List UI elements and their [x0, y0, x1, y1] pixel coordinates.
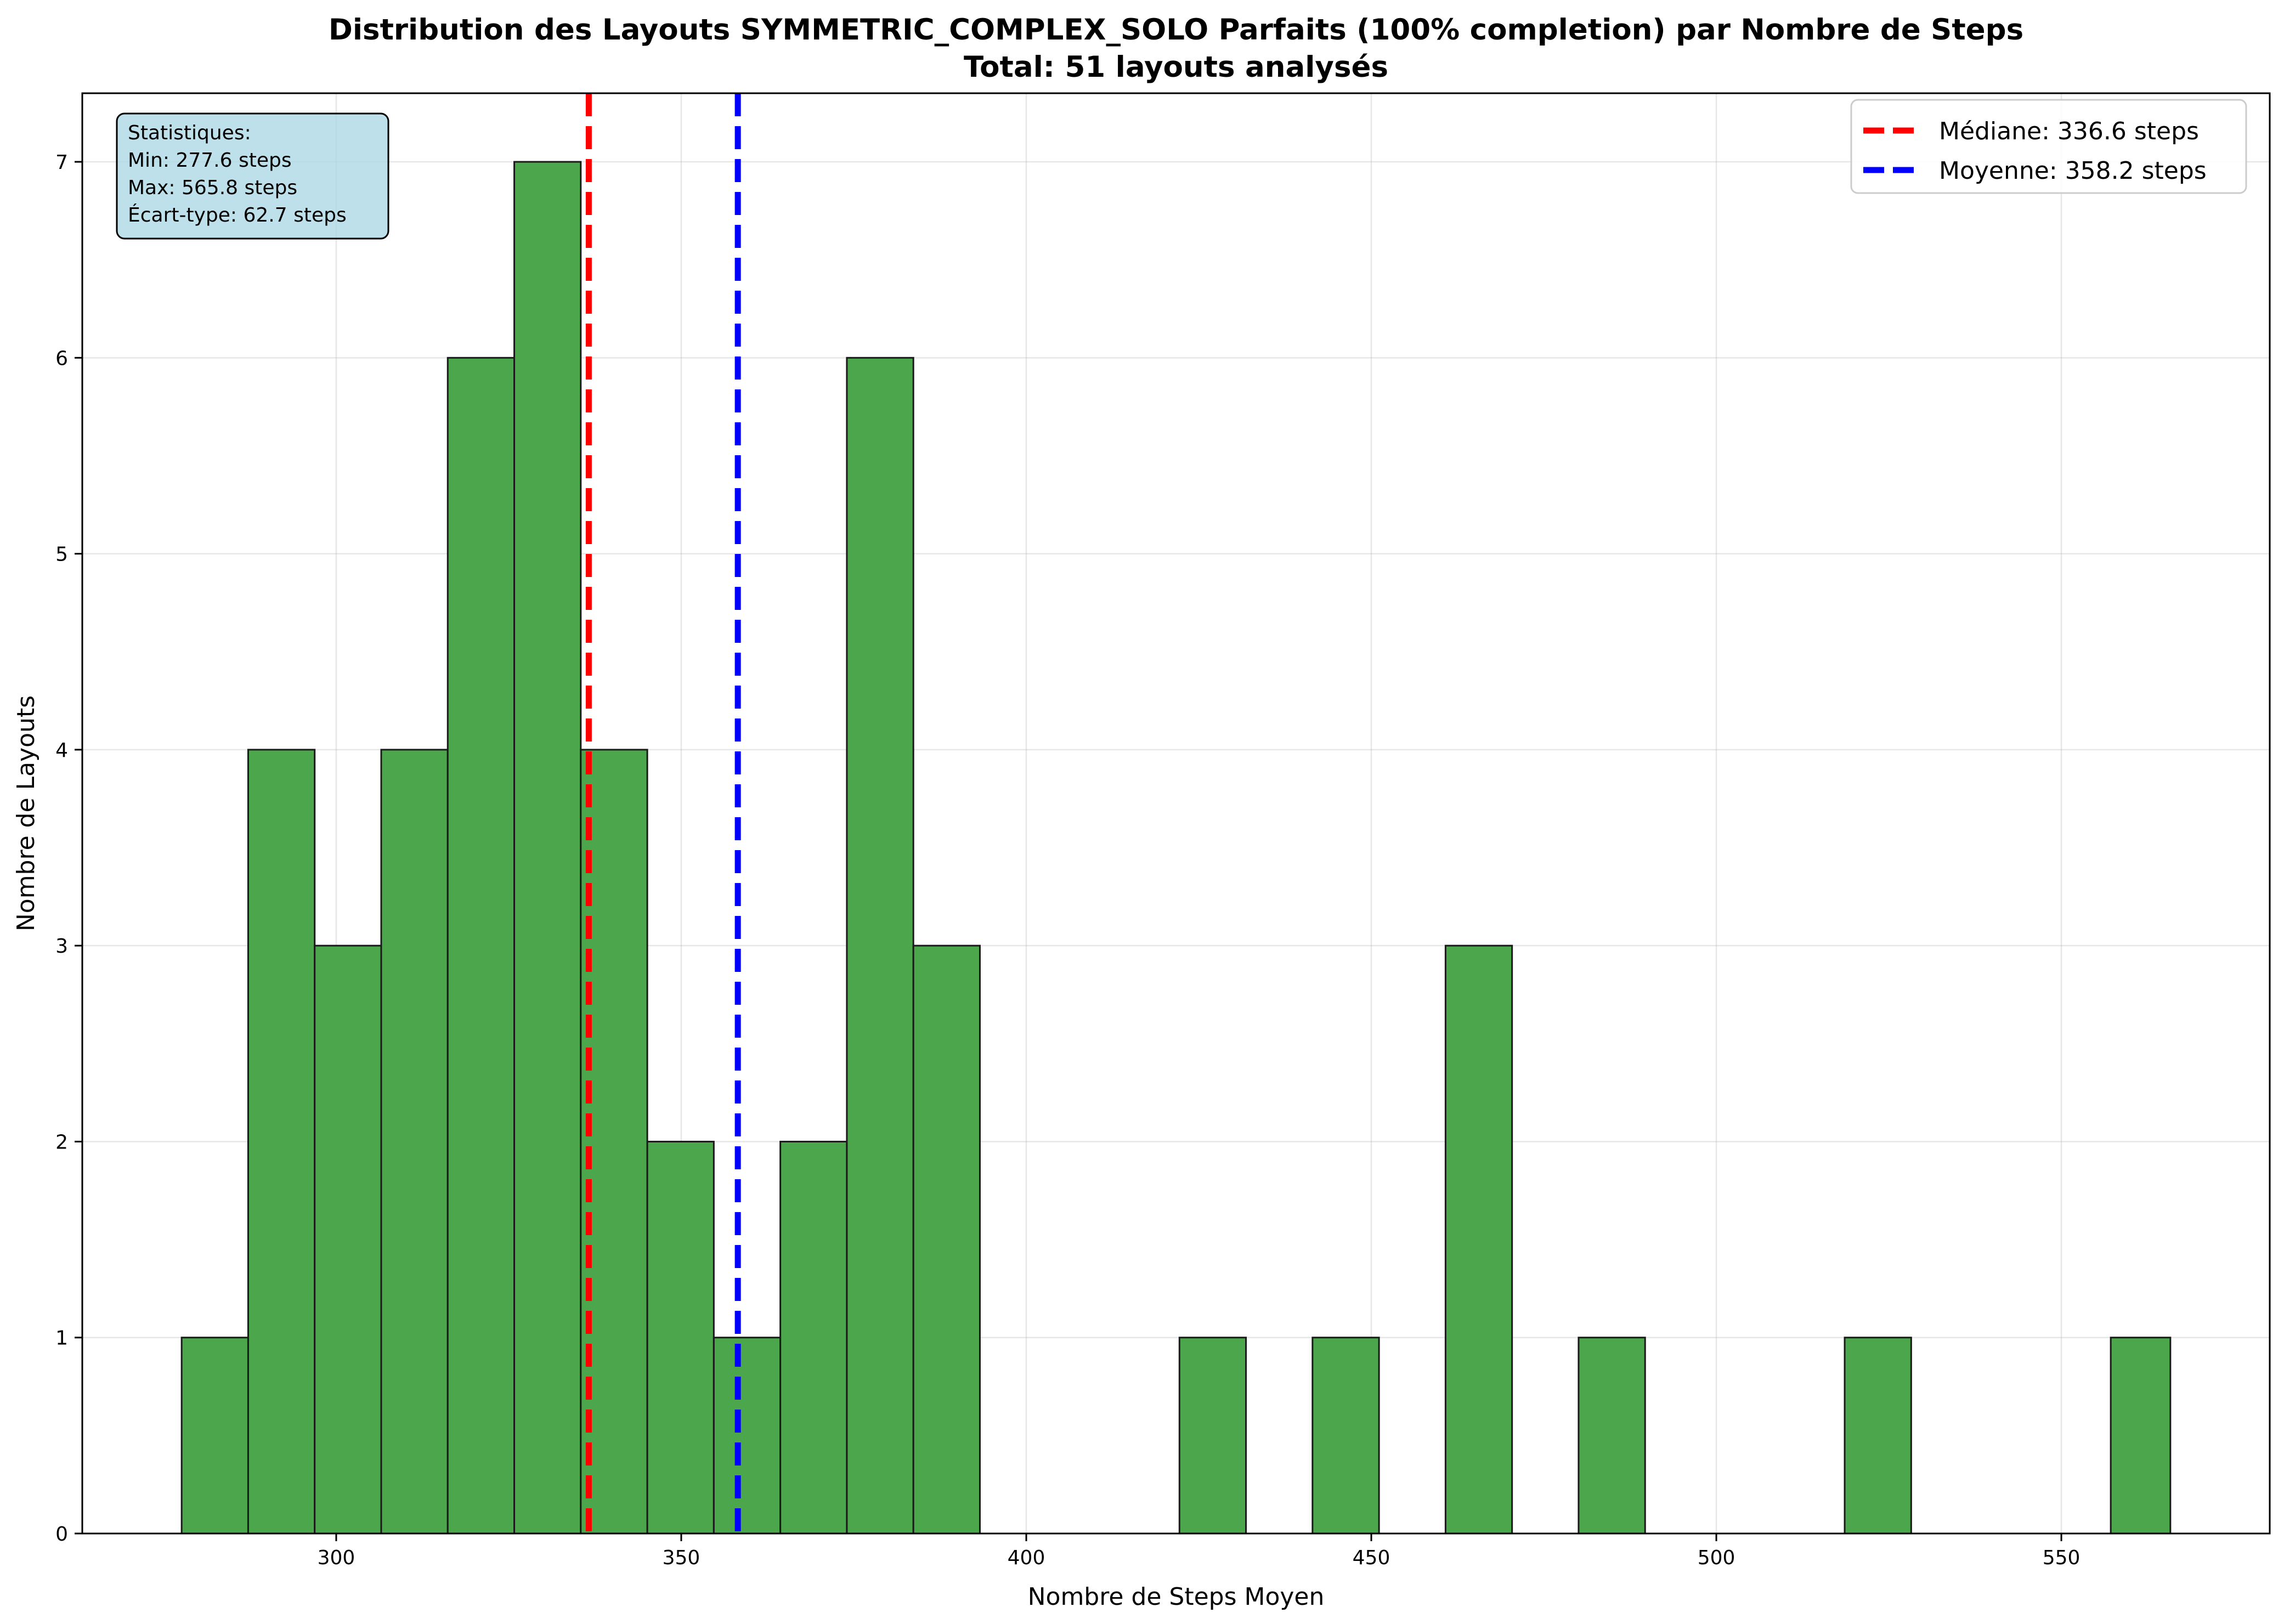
histogram-bar — [180, 1337, 249, 1535]
y-tick-label: 7 — [55, 151, 68, 174]
histogram-bar — [2110, 1337, 2172, 1535]
stats-box: Statistiques: Min: 277.6 steps Max: 565.8 … — [116, 112, 389, 240]
x-tick-label: 350 — [663, 1547, 700, 1569]
histogram-bar — [846, 357, 914, 1535]
chart-title: Distribution des Layouts SYMMETRIC_COMPL… — [329, 13, 2023, 47]
x-axis-label: Nombre de Steps Moyen — [1028, 1583, 1325, 1611]
legend-entry: Moyenne: 358.2 steps — [1939, 157, 2207, 185]
y-tick-label: 5 — [55, 544, 68, 566]
bars-layer — [180, 161, 2172, 1535]
histogram-bar — [646, 1140, 715, 1535]
legend-entry: Médiane: 336.6 steps — [1939, 117, 2199, 145]
histogram-bar — [1444, 944, 1513, 1535]
histogram-bar — [446, 357, 516, 1535]
stats-line: Min: 277.6 steps — [128, 149, 292, 172]
histogram-bar — [779, 1140, 848, 1535]
histogram-bar — [713, 1337, 782, 1535]
histogram-bar — [1844, 1337, 1912, 1535]
stats-line: Max: 565.8 steps — [128, 177, 297, 199]
histogram-bar — [580, 749, 648, 1535]
y-tick-label: 0 — [55, 1523, 68, 1546]
y-axis-label: Nombre de Layouts — [12, 695, 40, 931]
histogram-bar — [247, 749, 316, 1535]
histogram-bar — [1178, 1337, 1247, 1535]
legend-frame — [1850, 99, 2247, 194]
x-tick-label: 550 — [2043, 1547, 2081, 1569]
histogram-bar — [912, 944, 981, 1535]
x-tick-label: 400 — [1008, 1547, 1045, 1569]
histogram-bar — [1311, 1337, 1380, 1535]
legend: Médiane: 336.6 steps Moyenne: 358.2 steps — [1850, 99, 2247, 194]
chart-subtitle: Total: 51 layouts analysés — [964, 50, 1388, 84]
y-tick-label: 3 — [55, 935, 68, 958]
y-tick-label: 1 — [55, 1327, 68, 1350]
histogram-bar — [314, 944, 382, 1535]
histogram-bar — [513, 161, 582, 1535]
x-tick-label: 500 — [1698, 1547, 1735, 1569]
ticks-layer: 300 350 400 450 500 550 0 1 2 3 4 5 6 7 — [55, 151, 2080, 1569]
y-tick-label: 6 — [55, 347, 68, 370]
y-tick-label: 4 — [55, 739, 68, 762]
histogram-bar — [380, 749, 449, 1535]
plot-frame — [81, 92, 2271, 1535]
stats-line: Statistiques: — [128, 122, 251, 144]
stats-line: Écart-type: 62.7 steps — [128, 203, 347, 227]
reference-lines-layer — [585, 93, 741, 1534]
y-tick-label: 2 — [55, 1131, 68, 1153]
x-tick-label: 450 — [1353, 1547, 1390, 1569]
histogram-bar — [1578, 1337, 1646, 1535]
stats-box-frame — [116, 112, 389, 240]
x-tick-label: 300 — [318, 1547, 355, 1569]
